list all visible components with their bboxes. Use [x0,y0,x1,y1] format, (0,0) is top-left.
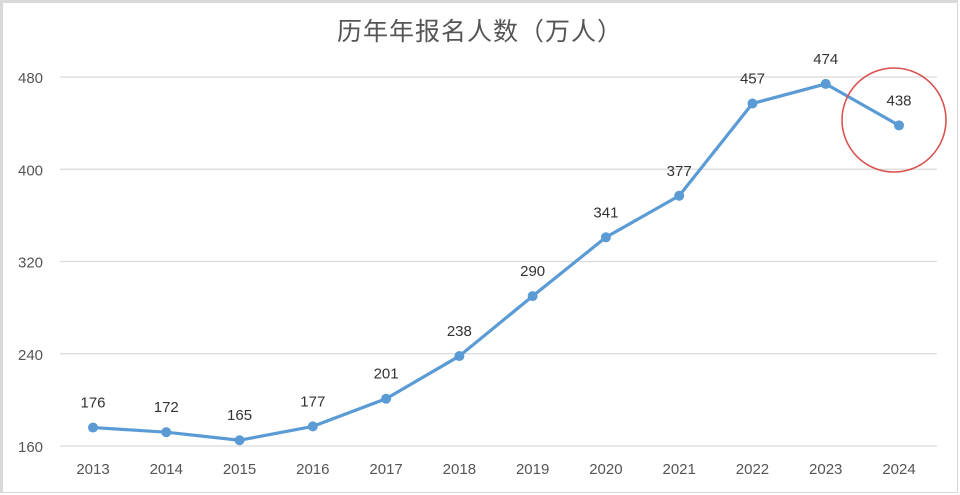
y-tick-label: 480 [18,70,43,87]
x-tick-label: 2023 [809,461,842,478]
x-tick-label: 2022 [736,461,769,478]
data-point [600,232,611,243]
x-tick-label: 2020 [589,461,622,478]
data-label: 238 [447,323,472,340]
highlight-circle [841,67,947,173]
data-label: 165 [227,407,252,424]
x-tick-label: 2013 [76,461,109,478]
data-label: 177 [300,393,325,410]
chart-title: 历年年报名人数（万人） [336,17,623,46]
data-point [527,291,538,302]
data-point [161,427,172,438]
y-tick-label: 240 [18,347,43,364]
data-point [747,98,758,109]
data-label: 438 [886,92,911,109]
data-line [92,82,900,442]
data-point [307,421,318,432]
data-point [381,393,392,404]
data-label: 201 [374,366,399,383]
data-label: 176 [80,395,105,412]
y-tick-label: 160 [18,439,43,456]
y-tick-label: 400 [18,162,43,179]
data-label: 172 [154,399,179,416]
data-point [454,351,465,362]
data-label: 377 [667,163,692,180]
data-point [820,78,831,89]
x-tick-label: 2018 [443,461,476,478]
data-point [894,120,904,131]
data-point [674,190,685,201]
data-label: 457 [740,71,765,88]
data-label: 290 [520,263,545,280]
x-tick-label: 2021 [662,461,695,478]
x-tick-label: 2017 [369,461,402,478]
x-tick-label: 2019 [516,461,549,478]
data-label: 474 [813,51,838,68]
data-point [88,422,98,433]
y-tick-label: 320 [18,255,43,272]
x-tick-label: 2015 [223,461,256,478]
x-tick-label: 2014 [150,461,183,478]
x-tick-label: 2024 [882,461,915,478]
x-tick-label: 2016 [296,461,329,478]
data-point [234,435,245,446]
data-label: 341 [593,204,618,221]
